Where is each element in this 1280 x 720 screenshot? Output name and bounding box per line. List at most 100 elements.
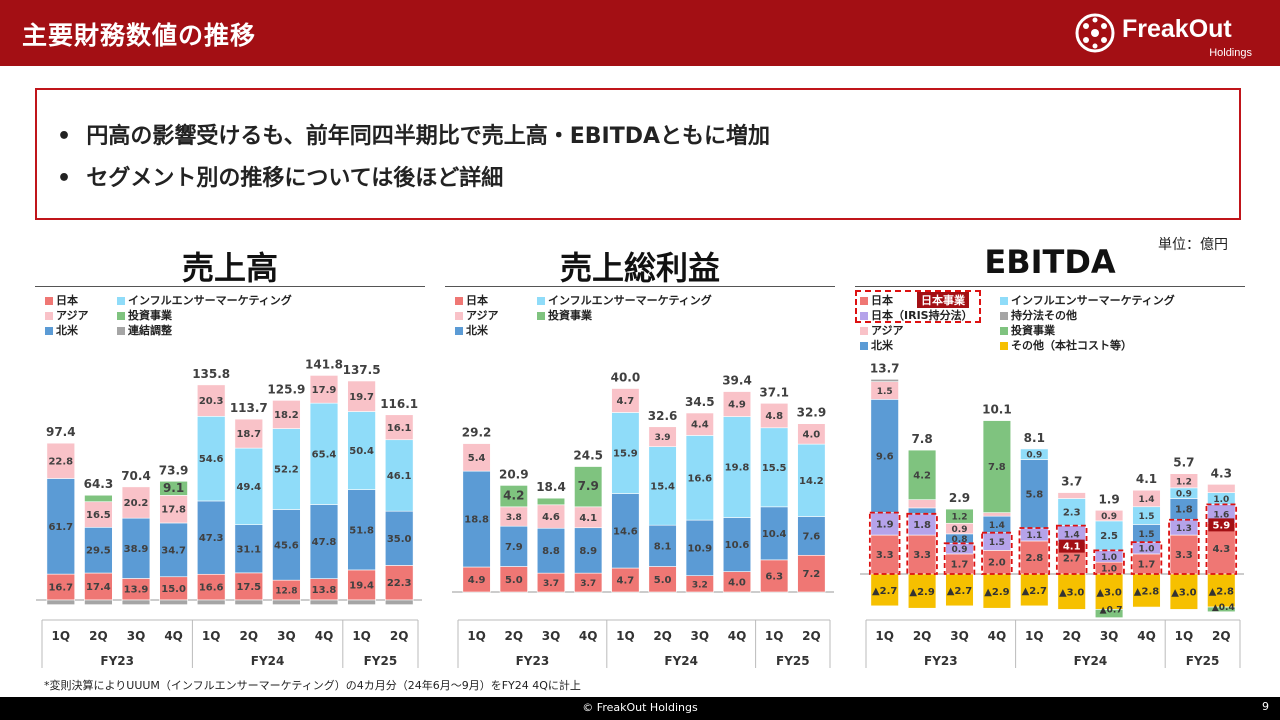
- data-label: ▲2.7: [1022, 586, 1047, 597]
- bar-segment: [685, 519, 714, 576]
- x-tick-label: 3Q: [691, 629, 710, 643]
- data-label: 7.2: [803, 569, 821, 580]
- data-label: ▲2.8: [1134, 587, 1159, 598]
- x-tick-label: 2Q: [1212, 629, 1231, 643]
- bar-segment: [1207, 522, 1236, 575]
- data-label: 9.6: [876, 452, 894, 463]
- total-label: 137.5: [343, 363, 381, 377]
- data-label: 17.8: [161, 505, 186, 516]
- x-tick-label: 4Q: [728, 629, 747, 643]
- data-label: 51.8: [349, 525, 374, 536]
- x-tick-label: 2Q: [1062, 629, 1081, 643]
- bar-segment: [760, 506, 789, 561]
- unit-label: 単位：億円: [1158, 237, 1228, 253]
- legend-item: アジア: [455, 307, 499, 323]
- data-label: 7.6: [803, 531, 821, 542]
- bar-segment: [797, 443, 826, 517]
- data-label: 5.8: [1025, 489, 1043, 500]
- x-tick-label: 1Q: [1025, 629, 1044, 643]
- bar-segment: [46, 478, 76, 575]
- total-label: 70.4: [121, 469, 151, 483]
- data-label: 1.5: [877, 387, 893, 397]
- bar-segment: [234, 524, 264, 574]
- data-label: 15.4: [650, 481, 675, 492]
- data-label: 49.4: [236, 482, 261, 493]
- legend-item: 連結調整: [117, 322, 172, 338]
- data-label: 6.3: [765, 571, 783, 582]
- bar-segment-negative: [1057, 573, 1086, 610]
- legend-item: 日本（IRIS持分法）: [860, 307, 973, 323]
- x-tick-label: 2Q: [653, 629, 672, 643]
- x-tick-label: 2Q: [390, 629, 409, 643]
- bar-segment: [870, 378, 899, 382]
- bar-segment: [685, 412, 714, 436]
- data-label: 54.6: [199, 454, 224, 465]
- legend-item: 投資事業: [537, 307, 592, 323]
- data-label: 15.9: [613, 449, 638, 460]
- data-label: 34.7: [161, 545, 186, 556]
- data-label: ▲3.0: [1171, 588, 1196, 599]
- data-label: 0.9: [952, 545, 968, 555]
- bar-segment: [462, 443, 491, 472]
- data-label: 20.3: [199, 396, 224, 407]
- data-label: 7.9: [578, 479, 599, 493]
- data-label: 16.6: [199, 583, 224, 594]
- bar-segment: [499, 485, 528, 508]
- data-label: 1.7: [951, 559, 969, 570]
- data-label: 2.8: [1025, 553, 1043, 564]
- data-label: 3.7: [580, 579, 596, 589]
- bar-segment: [499, 566, 528, 593]
- data-label: 15.0: [161, 584, 186, 595]
- x-tick-label: 3Q: [277, 629, 296, 643]
- data-label: 20.2: [124, 498, 149, 509]
- x-year-label: FY24: [1074, 654, 1108, 668]
- data-label: 12.8: [275, 587, 297, 597]
- data-label: 5.4: [468, 453, 486, 464]
- x-tick-label: 2Q: [802, 629, 821, 643]
- data-label: 1.9: [876, 519, 894, 530]
- data-label: 16.5: [86, 510, 111, 521]
- data-label: 65.4: [312, 449, 337, 460]
- legend-item: その他（本社コスト等）: [1000, 337, 1132, 353]
- x-year-label: FY23: [924, 654, 958, 668]
- bar-segment: [648, 566, 677, 593]
- total-label: 141.8: [305, 357, 343, 371]
- data-label: 1.8: [913, 520, 931, 531]
- logo-icon: [1075, 13, 1115, 53]
- japan-business-box: [868, 511, 901, 575]
- bar-segment: [574, 466, 603, 508]
- total-label: 116.1: [380, 397, 418, 411]
- data-label: 4.2: [503, 489, 524, 503]
- japan-business-box: [1205, 503, 1238, 575]
- data-label: 1.0: [1101, 553, 1117, 563]
- total-label: 5.7: [1173, 456, 1194, 470]
- data-label: 4.6: [542, 512, 560, 523]
- total-label: 7.8: [911, 432, 932, 446]
- data-label: 61.7: [48, 522, 73, 533]
- data-label: 16.6: [687, 473, 712, 484]
- data-label: 31.1: [236, 544, 261, 555]
- x-year-label: FY24: [664, 654, 698, 668]
- bar-segment-negative: [384, 599, 414, 605]
- data-label: 19.4: [349, 580, 374, 591]
- data-label: 2.0: [988, 558, 1006, 569]
- logo-subtext: Holdings: [1209, 47, 1252, 59]
- bar-segment: [982, 512, 1012, 517]
- bar-segment: [1207, 484, 1236, 493]
- data-label: 17.4: [86, 582, 111, 593]
- data-label: ▲2.8: [1209, 587, 1234, 598]
- bar-segment-negative: [870, 573, 899, 607]
- page-title: 主要財務数値の推移: [22, 21, 257, 50]
- data-label: 7.8: [988, 462, 1006, 473]
- copyright: © FreakOut Holdings: [582, 701, 698, 714]
- total-label: 32.6: [648, 409, 678, 423]
- data-label: 1.2: [1176, 477, 1192, 487]
- japan-business-tag: [1058, 539, 1085, 553]
- bar-segment-negative: [272, 599, 301, 605]
- bar-segment: [234, 418, 264, 449]
- data-label: 38.9: [124, 544, 149, 555]
- data-label: 18.2: [274, 410, 299, 421]
- x-tick-label: 1Q: [52, 629, 71, 643]
- bar-segment: [309, 402, 339, 505]
- data-label: 1.3: [1176, 524, 1192, 534]
